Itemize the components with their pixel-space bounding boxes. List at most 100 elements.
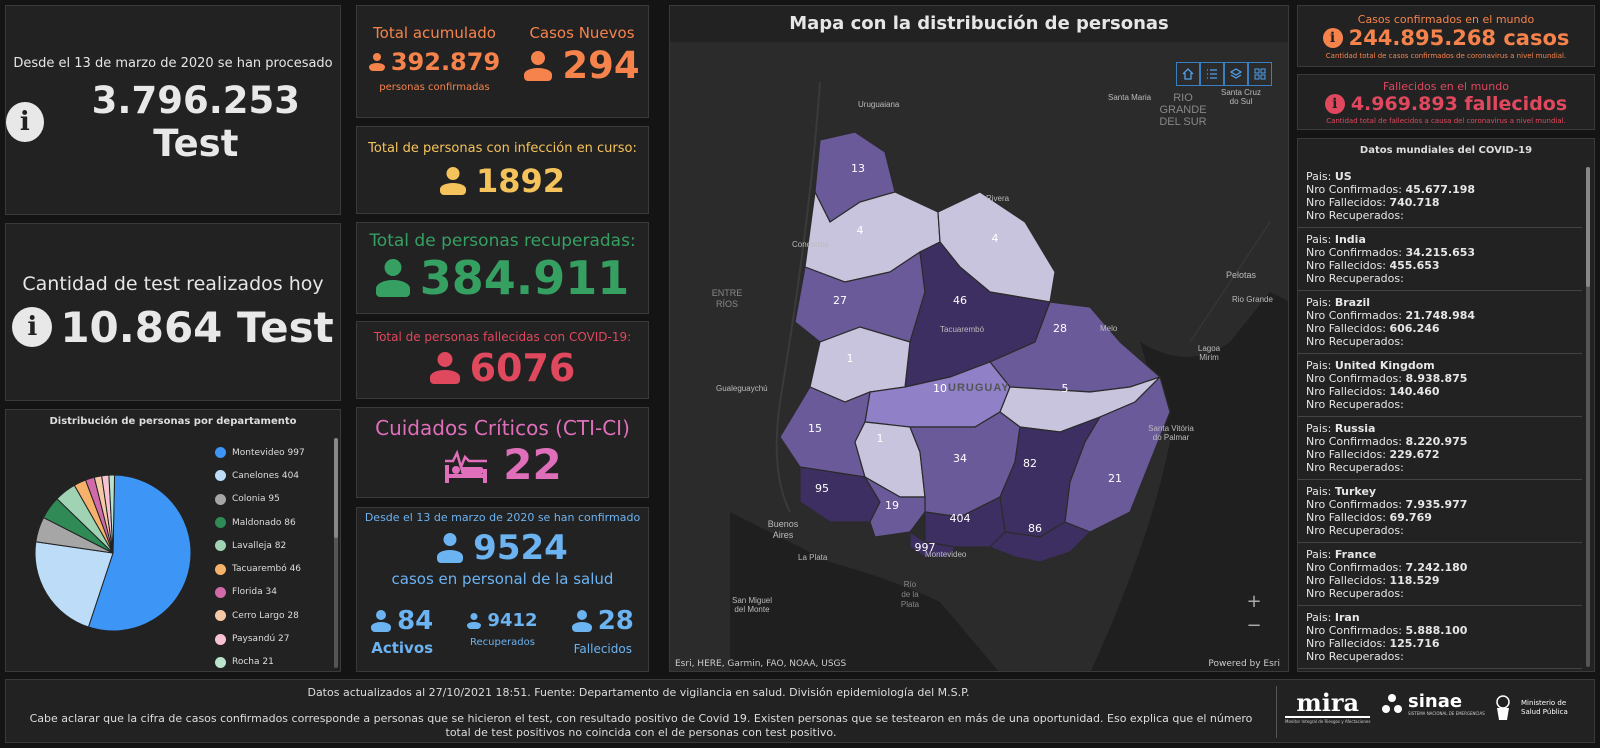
legend-item[interactable]: Florida 34 (215, 581, 305, 604)
place-label: Concordia (792, 240, 829, 249)
fallecidas-panel: Total de personas fallecidas con COVID-1… (356, 321, 649, 399)
sinae-icon (1382, 694, 1402, 713)
info-icon: i (1324, 93, 1345, 114)
world-list-title: Datos mundiales del COVID-19 (1359, 145, 1533, 156)
person-icon (368, 53, 385, 71)
recuperadas-value: 384.911 (419, 251, 630, 305)
country-item[interactable]: Pais: Iran Nro Confirmados: 5.888.100 Nro … (1298, 606, 1582, 669)
department-value-label: 1 (877, 432, 884, 445)
layers-button[interactable] (1224, 62, 1248, 86)
person-icon (371, 610, 392, 632)
legend-item[interactable]: Rocha 21 (215, 651, 305, 674)
department-value-label: 15 (808, 422, 822, 435)
zoom-in-button[interactable]: + (1246, 591, 1262, 612)
map-view[interactable]: 13 4 4 27 46 28 1 10 5 15 1 34 82 21 95 19 404 86 997 Urug… (670, 42, 1288, 671)
country-field: Pais: Turkey (1306, 485, 1377, 498)
salud-sub: casos en personal de la salud (391, 570, 614, 588)
department-shape[interactable] (1064, 375, 1171, 533)
department-value-label: 997 (915, 541, 936, 554)
powered-by-esri[interactable]: Powered by Esri (1208, 659, 1280, 669)
legend-swatch (215, 633, 226, 645)
department-shape[interactable] (909, 530, 956, 558)
country-item[interactable]: Pais: India Nro Confirmados: 34.215.653 Nr… (1298, 228, 1582, 291)
pie-title: Distribución de personas por departament… (49, 416, 297, 427)
place-label: Tacuarembó (940, 325, 985, 334)
legend-item[interactable]: Canelones 404 (215, 464, 305, 487)
pie-legend: Montevideo 997 Canelones 404 Colonia 95 Mal… (215, 441, 305, 674)
country-item[interactable]: Pais: US Nro Confirmados: 45.677.198 Nro F… (1298, 165, 1582, 228)
mira-logo[interactable]: mira Monitor Integral de Riesgos y Afect… (1285, 688, 1371, 724)
legend-swatch (215, 563, 226, 575)
department-value-label: 4 (857, 224, 864, 237)
tests-today-panel: Cantidad de test realizados hoy i 10.864… (5, 223, 341, 401)
tests-today-value-row: i 10.864 Test (12, 303, 334, 352)
world-deaths-value: 4.969.893 fallecidos (1350, 92, 1568, 115)
country-field: Nro Confirmados: 8.938.875 (1306, 372, 1468, 385)
footer-line1: Datos actualizados al 27/10/2021 18:51. … (307, 686, 970, 699)
country-item[interactable]: Pais: Turkey Nro Confirmados: 7.935.977 Nr… (1298, 480, 1582, 543)
pie-slice[interactable] (34, 541, 114, 628)
country-field: Nro Fallecidos: 125.716 (1306, 637, 1440, 650)
legend-scrollbar[interactable] (334, 438, 338, 668)
basemap-button[interactable] (1248, 62, 1272, 86)
total-acumulado-value: 392.879 (390, 48, 501, 76)
department-value-label: 86 (1028, 522, 1042, 535)
person-icon (437, 533, 464, 563)
tests-total-label: Desde el 13 de marzo de 2020 se han proc… (13, 55, 333, 71)
legend-item[interactable]: Paysandú 27 (215, 627, 305, 650)
country-item[interactable]: Pais: Russia Nro Confirmados: 8.220.975 Nr… (1298, 417, 1582, 480)
country-field: Nro Confirmados: 8.220.975 (1306, 435, 1468, 448)
legend-label: Paysandú 27 (232, 634, 290, 645)
country-item[interactable]: Pais: United Kingdom Nro Confirmados: 8.9… (1298, 354, 1582, 417)
country-field: Pais: United Kingdom (1306, 359, 1435, 372)
legend-item[interactable]: Montevideo 997 (215, 441, 305, 464)
department-value-label: 5 (1062, 382, 1069, 395)
country-field: Pais: Brazil (1306, 296, 1371, 309)
salud-fallecidos-value: 28 (597, 606, 634, 636)
country-field: Pais: India (1306, 233, 1366, 246)
department-value-label: 46 (953, 294, 967, 307)
place-label: Rio Grande (1232, 295, 1273, 304)
list-scrollbar[interactable] (1586, 167, 1590, 667)
country-list[interactable]: Pais: US Nro Confirmados: 45.677.198 Nro F… (1298, 165, 1582, 671)
salud-activos-label: Activos (371, 639, 434, 657)
legend-item[interactable]: Colonia 95 (215, 488, 305, 511)
legend-button[interactable] (1200, 62, 1224, 86)
legend-swatch (215, 586, 226, 598)
infeccion-curso-panel: Total de personas con infección en curso… (356, 126, 649, 214)
sinae-logo[interactable]: sinae SISTEMA NACIONAL DE EMERGENCIAS (1380, 692, 1485, 716)
place-label: Uruguaiana (858, 100, 900, 109)
zoom-out-button[interactable]: − (1246, 615, 1262, 636)
department-shape[interactable] (779, 386, 871, 478)
legend-item[interactable]: Maldonado 86 (215, 511, 305, 534)
home-button[interactable] (1176, 62, 1200, 86)
world-deaths-sub: Cantidad total de fallecidos a causa del… (1326, 116, 1566, 125)
place-label: Lagoa Mirim (1197, 344, 1221, 362)
msp-logo[interactable]: Ministerio de Salud Pública (1491, 694, 1581, 722)
department-value-label: 27 (833, 294, 847, 307)
legend-swatch (215, 517, 226, 529)
legend-item[interactable]: Lavalleja 82 (215, 534, 305, 557)
place-label: Rivera (986, 194, 1010, 203)
legend-item[interactable]: Cerro Largo 28 (215, 604, 305, 627)
country-field: Pais: Russia (1306, 422, 1376, 435)
department-value-label: 19 (885, 499, 899, 512)
country-field: Nro Confirmados: 5.888.100 (1306, 624, 1468, 637)
pie-slice[interactable] (108, 474, 116, 554)
country-item[interactable]: Pais: Brazil Nro Confirmados: 21.748.984 N… (1298, 291, 1582, 354)
casos-nuevos-label: Casos Nuevos (529, 24, 635, 42)
place-label: RIO GRANDE DEL SUR (1159, 92, 1207, 128)
place-label: Montevideo (925, 550, 967, 559)
country-item[interactable]: Pais: France Nro Confirmados: 7.242.180 Nr… (1298, 543, 1582, 606)
tests-total-panel: Desde el 13 de marzo de 2020 se han proc… (5, 5, 341, 215)
place-label: Santa Cruz do Sul (1220, 88, 1262, 106)
salud-label: Desde el 13 de marzo de 2020 se han conf… (364, 511, 641, 524)
salud-recuperados-label: Recuperados (470, 637, 535, 648)
legend-item[interactable]: Tacuarembó 46 (215, 557, 305, 580)
legend-swatch (215, 540, 226, 552)
country-field: Nro Confirmados: 7.242.180 (1306, 561, 1468, 574)
map-attribution[interactable]: Esri, HERE, Garmin, FAO, NOAA, USGS (675, 659, 847, 669)
country-field: Nro Fallecidos: 606.246 (1306, 322, 1440, 335)
department-shape[interactable] (988, 521, 1092, 563)
legend-label: Colonia 95 (232, 494, 280, 505)
